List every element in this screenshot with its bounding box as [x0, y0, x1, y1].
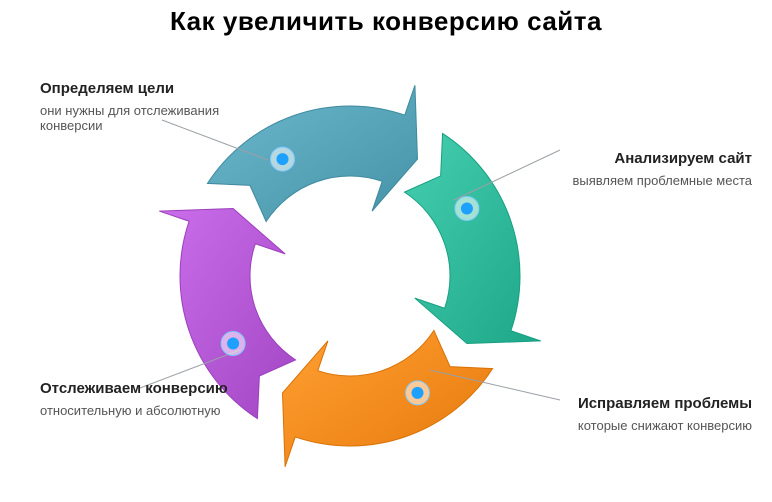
dot-analyze	[455, 197, 479, 221]
page-title: Как увеличить конверсию сайта	[0, 6, 772, 37]
label-title-goals: Определяем цели	[40, 80, 240, 97]
cycle-diagram: Анализируем сайт выявляем проблемные мест…	[0, 50, 772, 502]
dot-goals	[271, 147, 295, 171]
dot-track	[221, 332, 245, 356]
dot-fix	[406, 381, 430, 405]
label-fix: Исправляем проблемы которые снижают конве…	[552, 395, 752, 433]
label-track: Отслеживаем конверсию относительную и абс…	[40, 380, 240, 418]
label-title-fix: Исправляем проблемы	[552, 395, 752, 412]
label-desc-fix: которые снижают конверсию	[552, 418, 752, 433]
label-goals: Определяем цели они нужны для отслеживани…	[40, 80, 240, 133]
label-desc-analyze: выявляем проблемные места	[552, 173, 752, 188]
label-title-analyze: Анализируем сайт	[552, 150, 752, 167]
label-desc-goals: они нужны для отслеживания конверсии	[40, 103, 240, 133]
label-title-track: Отслеживаем конверсию	[40, 380, 240, 397]
label-desc-track: относительную и абсолютную	[40, 403, 240, 418]
label-analyze: Анализируем сайт выявляем проблемные мест…	[552, 150, 752, 188]
